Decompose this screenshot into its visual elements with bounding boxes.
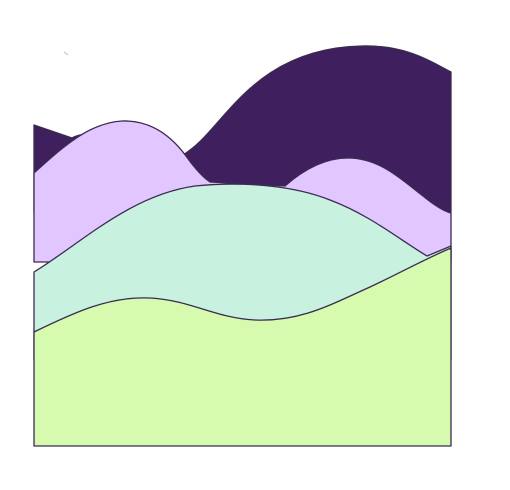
front-field — [33, 247, 452, 447]
speck-mark — [63, 51, 69, 56]
